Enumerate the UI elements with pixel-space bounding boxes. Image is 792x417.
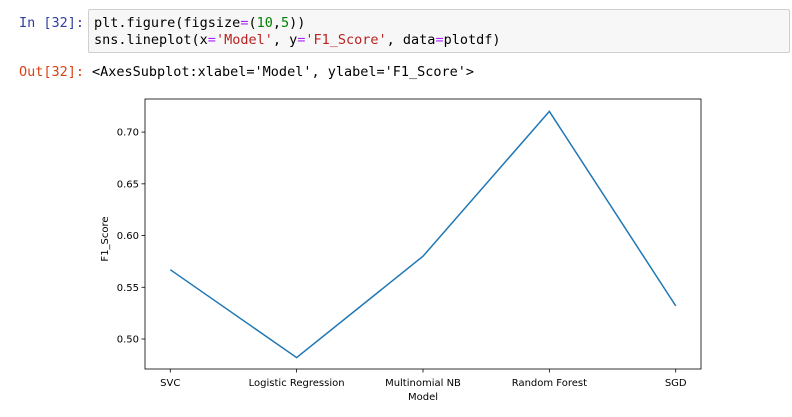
series-line <box>169 110 677 359</box>
y-tick-label: 0.55 <box>117 283 139 294</box>
x-tick-label: SVC <box>160 378 180 389</box>
x-tick-label: Multinomial NB <box>385 378 461 389</box>
y-tick-label: 0.65 <box>117 179 139 190</box>
x-tick-label: Logistic Regression <box>249 378 345 389</box>
code-text: plt.figure(figsize=(10,5)) sns.lineplot(… <box>94 15 500 49</box>
code-input-area[interactable]: plt.figure(figsize=(10,5)) sns.lineplot(… <box>88 9 790 53</box>
code-line-2: sns.lineplot(x='Model', y='F1_Score', da… <box>94 32 501 48</box>
y-axis-label: F1_Score <box>100 216 111 261</box>
output-prompt: Out[32]: <box>18 64 84 80</box>
y-tick-label: 0.60 <box>117 231 139 242</box>
code-line-1: plt.figure(figsize=(10,5)) <box>94 15 306 31</box>
input-prompt: In [32]: <box>18 15 84 31</box>
plot-frame <box>144 98 702 370</box>
y-tick-label: 0.70 <box>117 128 139 139</box>
output-text: <AxesSubplot:xlabel='Model', ylabel='F1_… <box>92 64 475 80</box>
x-tick-label: Random Forest <box>512 378 587 389</box>
y-tick-label: 0.50 <box>117 335 139 346</box>
x-axis-label: Model <box>408 392 438 403</box>
y-axis-ticks: 0.50 0.55 0.60 0.65 0.70 <box>117 128 145 346</box>
x-axis-ticks: SVC Logistic Regression Multinomial NB Rand… <box>160 369 687 389</box>
x-tick-label: SGD <box>665 378 687 389</box>
